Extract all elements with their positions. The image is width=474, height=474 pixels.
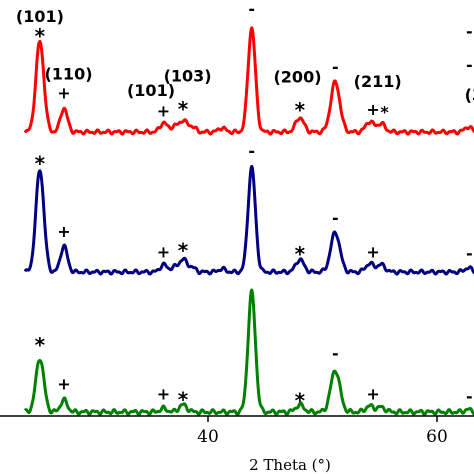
peak-marker-21: * — [178, 239, 189, 263]
annotation-layer: (101)*(110)+ (101)+(103)*-(200)*-(211)+ *-… — [16, 0, 474, 413]
peak-marker-5: + — [157, 101, 170, 120]
peak-marker-26: - — [466, 244, 473, 263]
peak-marker-32: - — [332, 344, 339, 363]
peak-label-17: (3 — [465, 86, 474, 105]
peak-marker-27: * — [35, 333, 46, 357]
peak-label-12: (211) — [354, 72, 402, 91]
peak-marker-22: - — [248, 142, 255, 161]
peak-marker-8: - — [248, 0, 255, 18]
peak-label-9: (200) — [273, 68, 321, 87]
peak-marker-25: + — [366, 243, 379, 262]
x-tick-label-40: 40 — [197, 427, 219, 447]
peak-marker-29: + — [157, 384, 170, 403]
series-layer — [23, 26, 474, 416]
x-axis-title: 2 Theta (°) — [249, 456, 331, 474]
peak-label-4: (101) — [127, 81, 175, 100]
peak-marker-23: * — [295, 242, 306, 266]
x-tick-label-60: 60 — [426, 427, 448, 447]
peak-marker-13: + — [366, 100, 379, 119]
xrd-series-2-line — [23, 164, 474, 276]
peak-label-0: (101) — [16, 7, 64, 26]
peak-marker-28: + — [57, 374, 70, 393]
peak-marker-24: - — [332, 209, 339, 228]
peak-marker-18: * — [35, 152, 46, 176]
peak-marker-19: + — [57, 222, 70, 241]
peak-marker-3: + — [57, 83, 70, 102]
peak-marker-15: - — [466, 55, 473, 74]
peak-marker-31: * — [295, 389, 306, 413]
peak-marker-34: - — [466, 387, 473, 406]
peak-marker-10: * — [295, 98, 306, 122]
peak-marker-7: * — [178, 97, 189, 121]
peak-marker-1: * — [35, 24, 46, 48]
xrd-series-3-line — [23, 288, 474, 416]
peak-marker-20: + — [157, 243, 170, 262]
peak-marker-16: - — [466, 22, 473, 41]
peak-marker-11: - — [332, 58, 339, 77]
peak-label-6: (103) — [164, 67, 212, 86]
xrd-series-1-line — [23, 26, 474, 136]
peak-label-2: (110) — [44, 64, 92, 83]
peak-marker-33: + — [366, 384, 379, 403]
peak-marker-14: * — [380, 102, 389, 121]
peak-marker-30: * — [178, 387, 189, 411]
